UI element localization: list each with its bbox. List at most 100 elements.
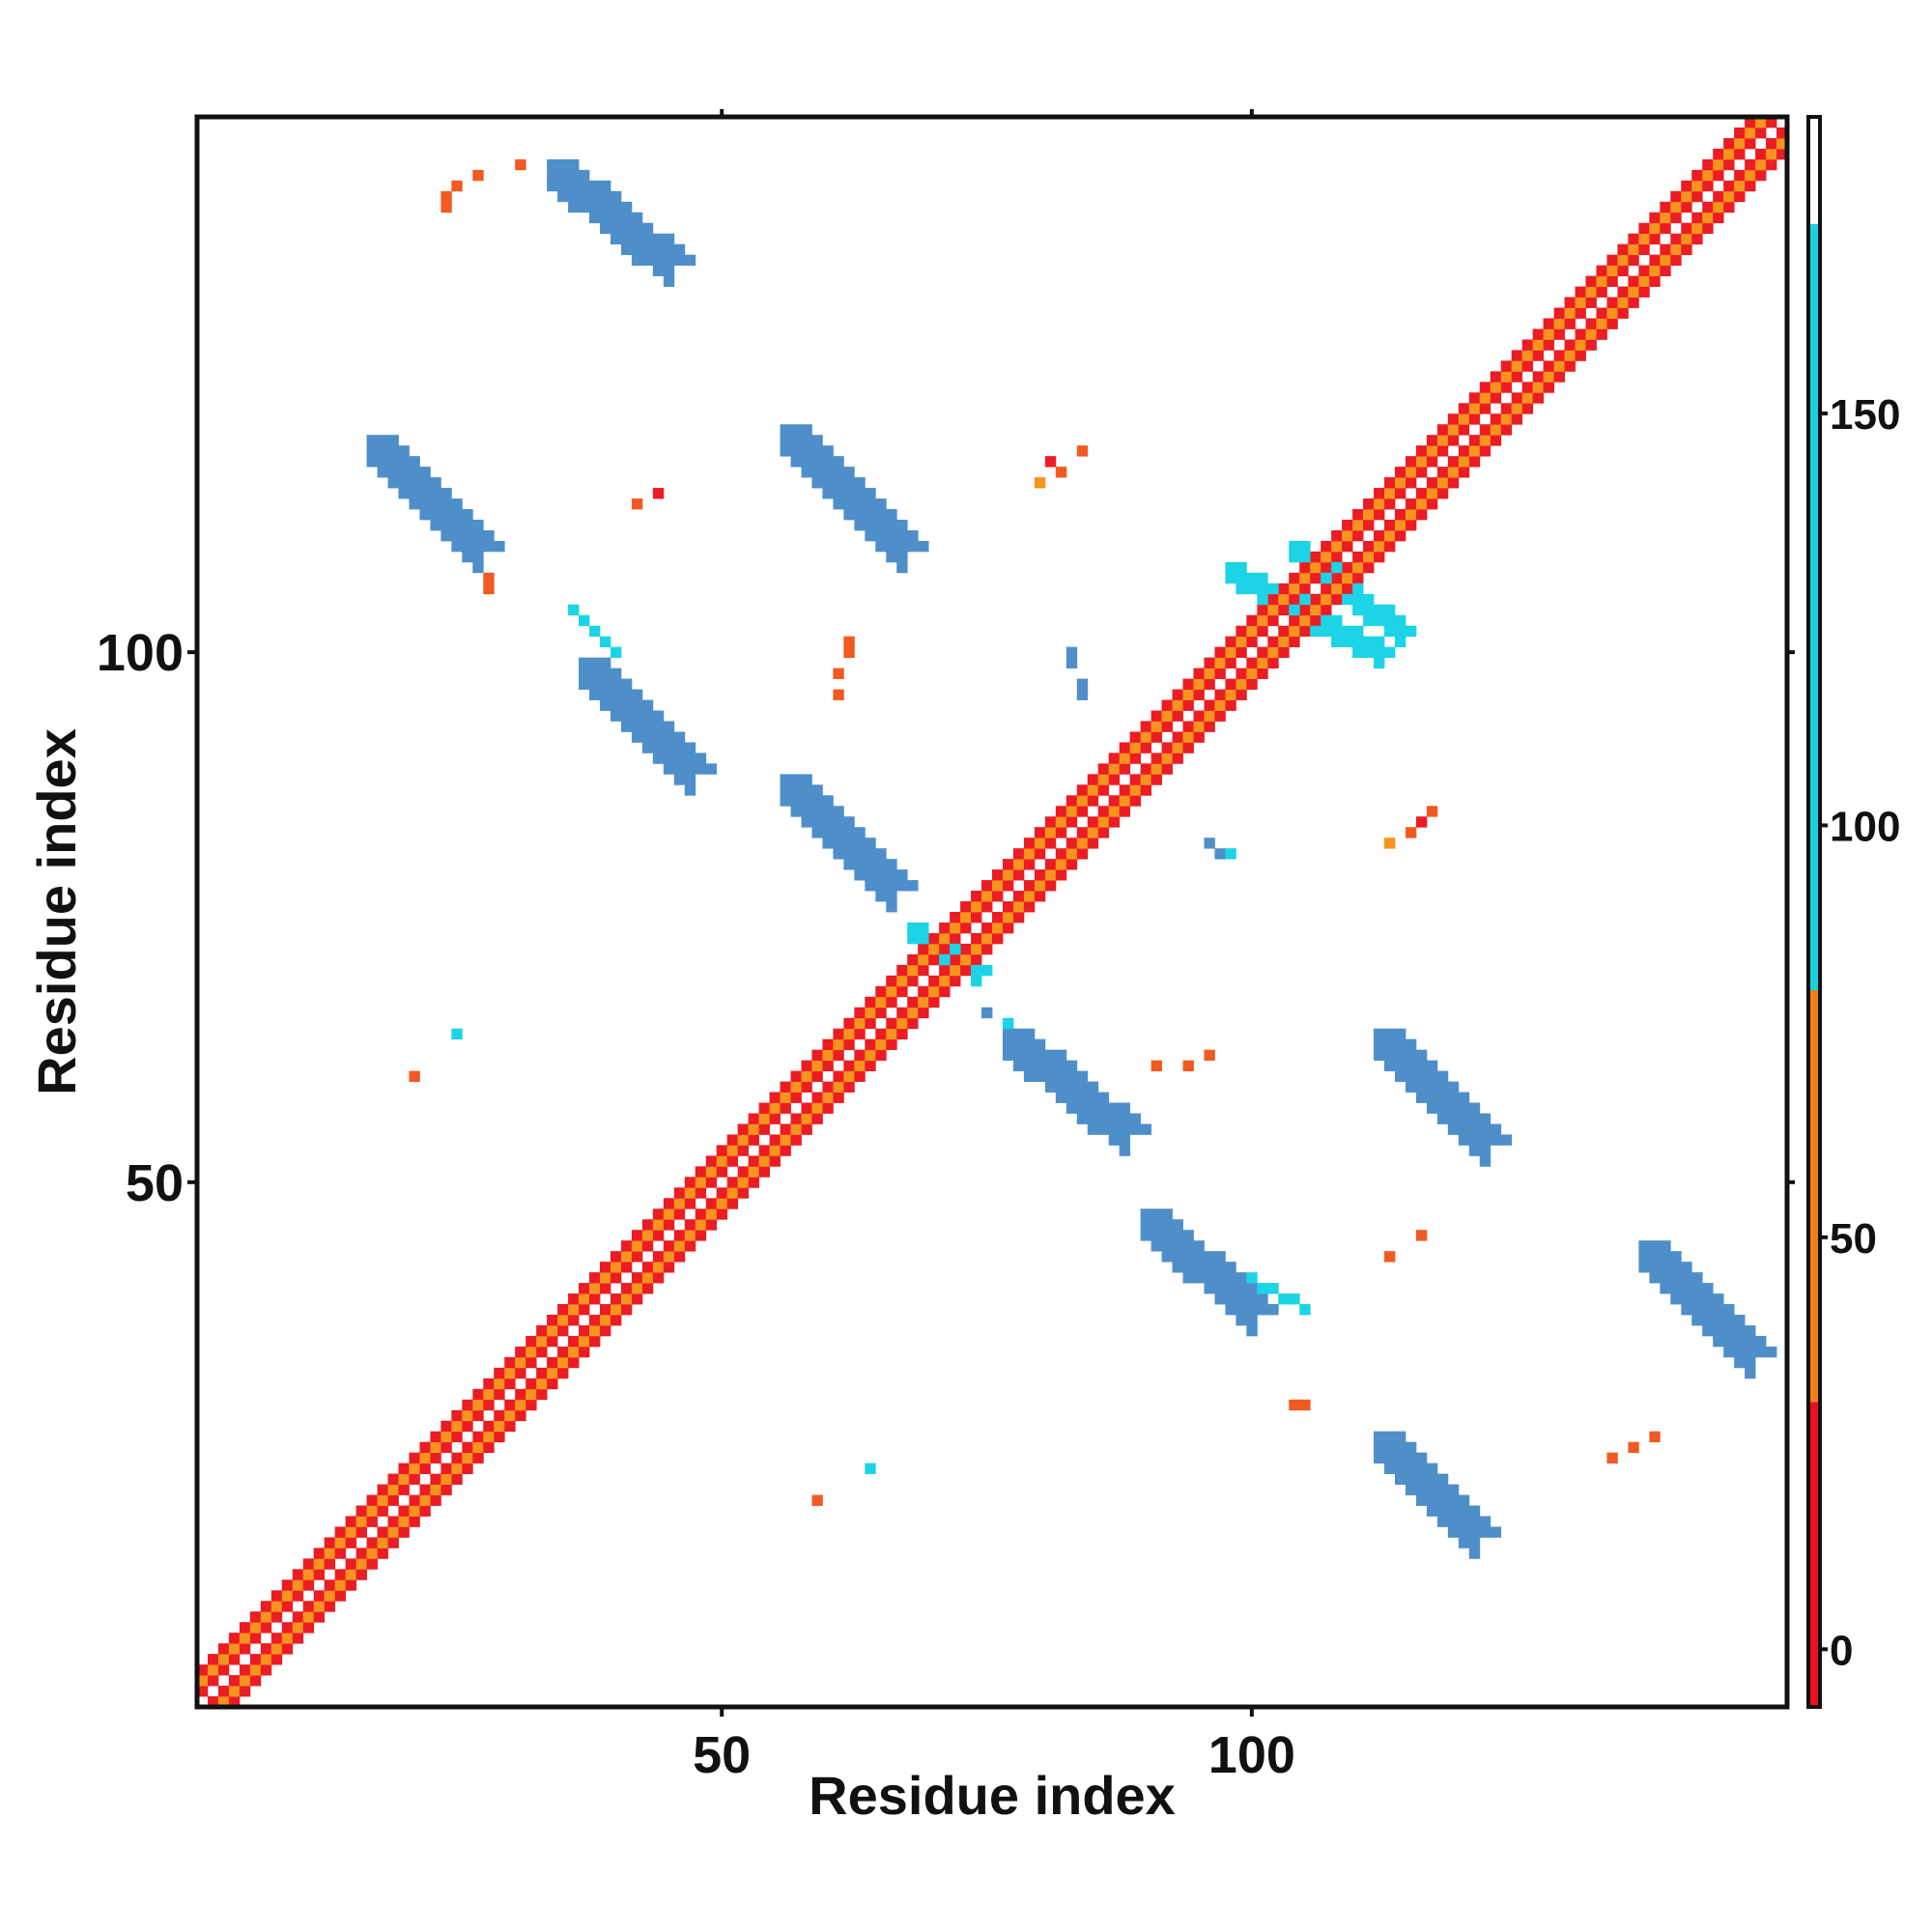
heatmap-cell — [1628, 297, 1639, 308]
heatmap-cell — [1734, 127, 1746, 139]
heatmap-cell — [1055, 1070, 1067, 1082]
heatmap-cell — [1321, 625, 1332, 638]
heatmap-cell — [1204, 838, 1215, 849]
heatmap-cell — [1087, 1113, 1099, 1124]
heatmap-cell — [641, 742, 654, 753]
heatmap-cell — [409, 498, 420, 510]
heatmap-cell — [801, 467, 812, 478]
heatmap-cell — [695, 1166, 707, 1178]
heatmap-cell — [1755, 158, 1767, 171]
heatmap-cell — [1585, 286, 1597, 298]
heatmap-cell — [599, 678, 611, 690]
heatmap-cell — [1479, 1113, 1492, 1124]
heatmap-cell — [1702, 169, 1714, 182]
heatmap-cell — [387, 1484, 399, 1495]
heatmap-cell — [589, 668, 601, 679]
heatmap-cell — [1681, 1272, 1692, 1284]
heatmap-cell — [1575, 286, 1586, 298]
heatmap-cell — [1246, 1324, 1258, 1337]
heatmap-cell — [1374, 1038, 1385, 1051]
heatmap-cell — [1691, 1304, 1703, 1316]
heatmap-cell — [1278, 593, 1290, 606]
heatmap-cell — [526, 1346, 537, 1358]
heatmap-cell — [589, 190, 601, 203]
heatmap-cell — [1342, 582, 1353, 595]
heatmap-cell — [631, 1230, 643, 1241]
heatmap-cell — [1119, 742, 1131, 753]
heatmap-cell — [1521, 392, 1534, 404]
heatmap-cell — [1012, 901, 1025, 913]
heatmap-cell — [1691, 1272, 1703, 1284]
heatmap-cell — [822, 1038, 834, 1051]
heatmap-cell — [1426, 1505, 1438, 1517]
heatmap-cell — [1447, 1123, 1460, 1135]
heatmap-cell — [928, 996, 940, 1009]
heatmap-cell — [1097, 816, 1110, 828]
heatmap-cell — [950, 953, 961, 966]
heatmap-cell — [801, 424, 812, 436]
heatmap-cell — [1236, 1304, 1247, 1316]
heatmap-cell — [313, 1611, 326, 1623]
heatmap-cell — [907, 1017, 919, 1030]
heatmap-cell — [875, 498, 887, 510]
heatmap-cell — [1479, 435, 1492, 446]
heatmap-cell — [1384, 1060, 1396, 1071]
heatmap-cell — [1044, 1060, 1057, 1071]
heatmap-cell — [939, 943, 951, 955]
heatmap-cell — [1246, 572, 1258, 584]
heatmap-cell — [1236, 1283, 1247, 1294]
heatmap-cell — [737, 1177, 750, 1188]
heatmap-cell — [758, 1155, 770, 1167]
heatmap-cell — [197, 1675, 209, 1687]
heatmap-cell — [281, 1579, 294, 1591]
heatmap-cell — [641, 1262, 654, 1273]
heatmap-cell — [726, 1198, 739, 1209]
heatmap-cell — [641, 710, 654, 722]
heatmap-cell — [875, 891, 887, 902]
heatmap-cell — [1458, 1102, 1470, 1114]
heatmap-cell — [1426, 498, 1438, 510]
heatmap-cell — [1182, 1240, 1194, 1252]
heatmap-cell — [1310, 625, 1321, 638]
heatmap-cell — [843, 838, 855, 849]
heatmap-cell — [1500, 1134, 1513, 1146]
heatmap-cell — [1405, 509, 1417, 521]
heatmap-cell — [1670, 1251, 1682, 1263]
heatmap-cell — [865, 880, 876, 892]
heatmap-cell — [1055, 827, 1067, 838]
heatmap-cell — [1713, 1324, 1724, 1337]
heatmap-cell — [207, 1664, 219, 1676]
heatmap-cell — [1246, 668, 1258, 679]
heatmap-cell — [1023, 901, 1036, 913]
heatmap-cell — [610, 1262, 622, 1273]
heatmap-cell — [865, 498, 876, 510]
heatmap-cell — [1713, 148, 1724, 160]
heatmap-cell — [1723, 201, 1735, 213]
heatmap-cell — [1321, 593, 1332, 606]
heatmap-cell — [1468, 1516, 1481, 1527]
heatmap-cell — [1670, 243, 1682, 256]
heatmap-cell — [1564, 339, 1576, 351]
heatmap-cell — [1342, 519, 1353, 531]
heatmap-cell — [673, 1208, 686, 1220]
heatmap-cell — [1225, 572, 1236, 584]
heatmap-cell — [249, 1654, 262, 1665]
heatmap-cell — [1331, 572, 1343, 584]
heatmap-cell — [631, 699, 643, 711]
heatmap-cell — [260, 1622, 272, 1634]
heatmap-cell — [620, 1304, 633, 1316]
heatmap-cell — [462, 1463, 473, 1474]
heatmap-cell — [483, 582, 495, 595]
heatmap-cell — [1352, 625, 1364, 638]
heatmap-cell — [430, 1494, 441, 1506]
heatmap-cell — [822, 1060, 834, 1071]
heatmap-cell — [981, 922, 993, 934]
heatmap-cell — [451, 498, 463, 510]
heatmap-cell — [822, 488, 834, 499]
heatmap-cell — [1076, 689, 1089, 700]
heatmap-cell — [526, 1399, 537, 1411]
heatmap-cell — [599, 201, 611, 213]
heatmap-cell — [547, 158, 558, 171]
heatmap-cell — [568, 1335, 580, 1348]
heatmap-cell — [1532, 339, 1545, 351]
